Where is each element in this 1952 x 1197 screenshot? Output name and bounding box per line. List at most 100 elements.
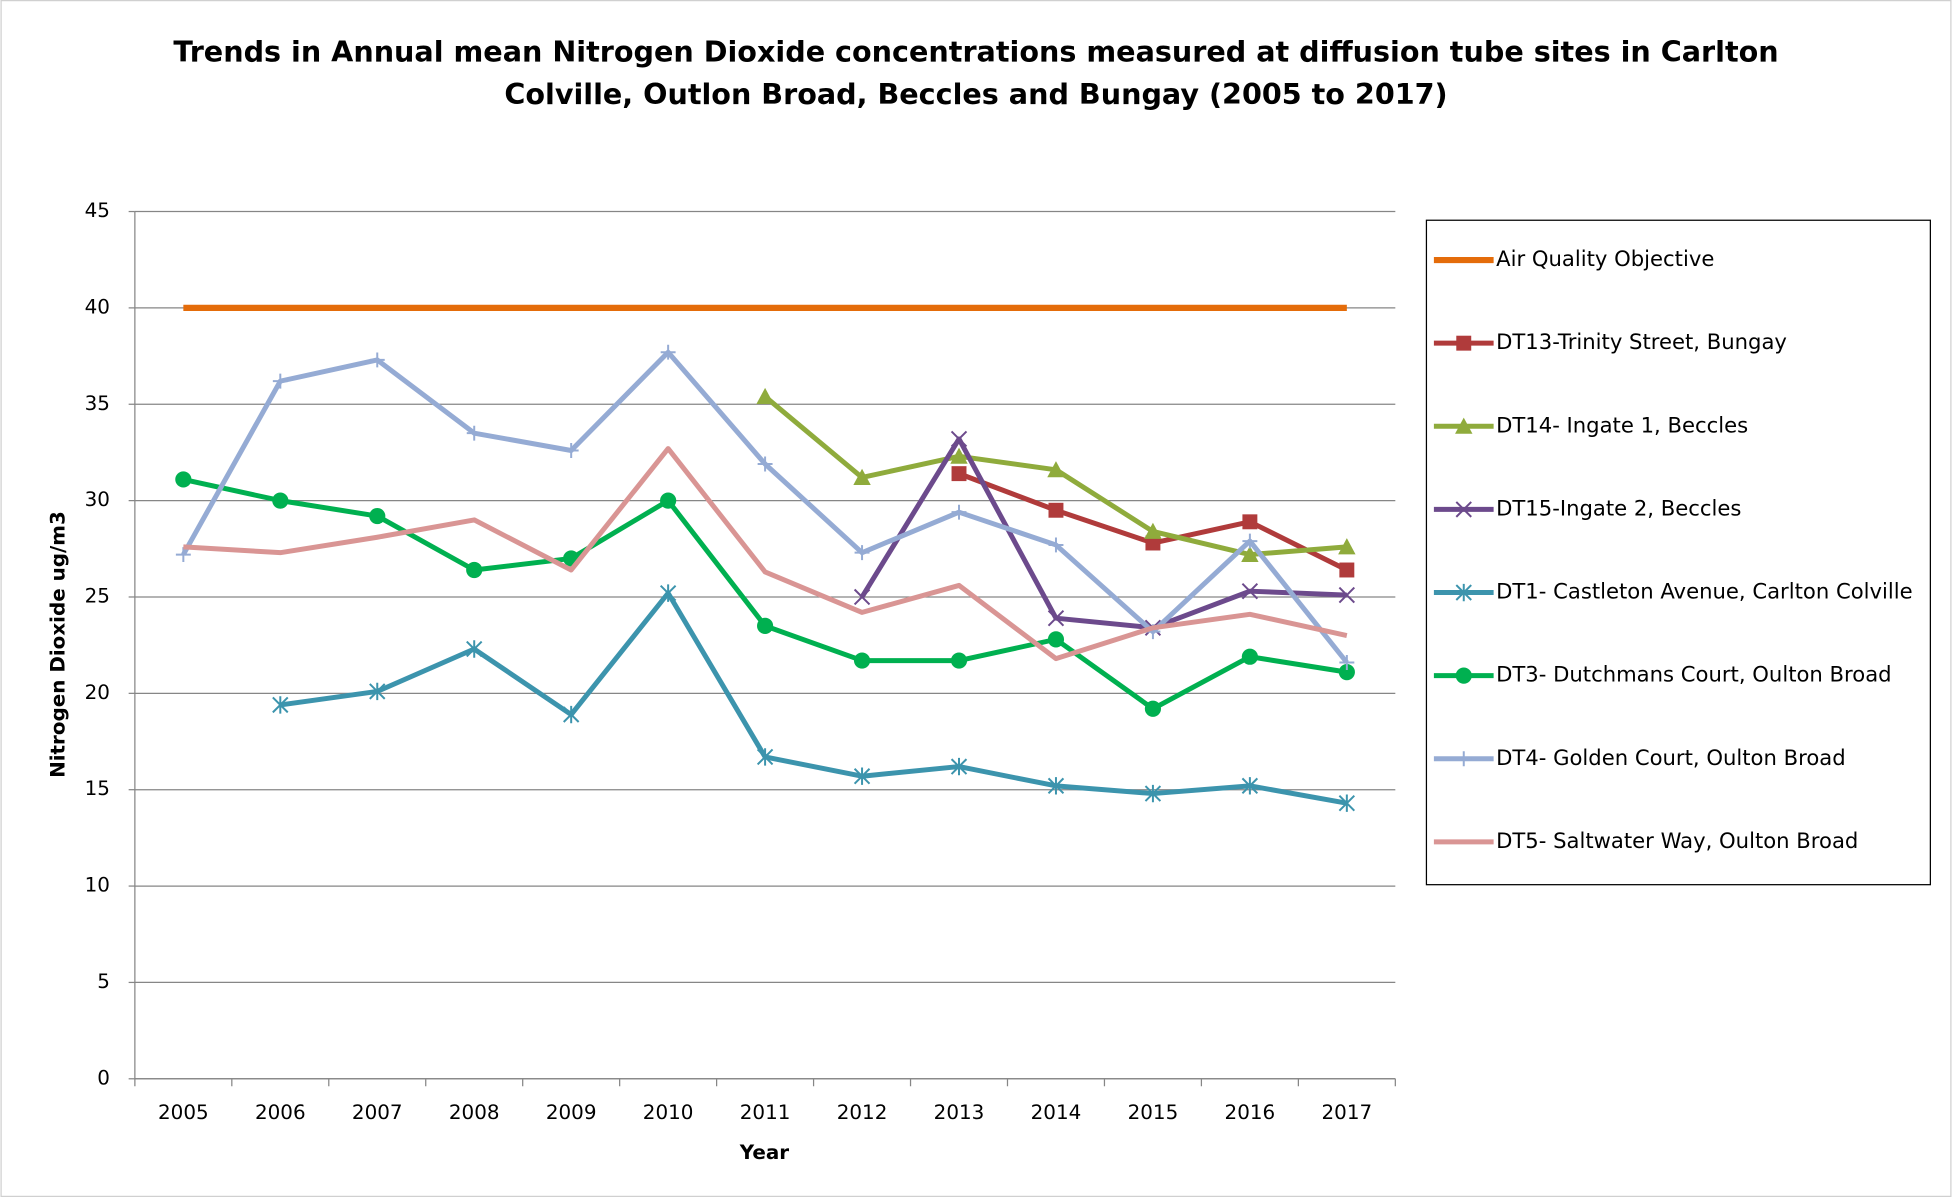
x-tick-label: 2017 <box>1322 1101 1373 1124</box>
marker-shape <box>1455 583 1472 602</box>
marker <box>369 682 386 701</box>
marker-shape <box>563 443 579 458</box>
marker <box>1455 583 1472 602</box>
marker-shape <box>950 757 968 776</box>
marker <box>1241 545 1259 563</box>
marker <box>853 652 871 669</box>
marker <box>1145 535 1161 551</box>
marker <box>1242 533 1258 549</box>
marker-shape <box>1338 664 1355 681</box>
marker-shape <box>272 696 289 714</box>
marker <box>1456 335 1472 351</box>
series-line <box>859 436 1347 631</box>
x-tick-label: 2012 <box>837 1101 888 1124</box>
x-tick-label: 2008 <box>449 1101 500 1124</box>
marker <box>563 705 580 724</box>
marker <box>951 504 967 520</box>
legend-box <box>1425 219 1931 886</box>
marker <box>272 492 289 509</box>
marker <box>1047 777 1065 795</box>
legend-label: DT5- Saltwater Way, Oulton Broad <box>1496 828 1858 853</box>
marker-shape <box>756 748 774 766</box>
marker-shape <box>950 652 968 669</box>
marker-shape <box>950 447 968 464</box>
marker-shape <box>563 705 580 724</box>
legend-label: DT15-Ingate 2, Beccles <box>1496 495 1741 520</box>
marker-shape <box>466 561 483 579</box>
marker-shape <box>1241 777 1259 795</box>
marker-shape <box>466 640 483 658</box>
marker-shape <box>369 682 386 701</box>
marker-shape <box>1144 700 1162 717</box>
marker <box>1144 700 1162 717</box>
x-tick-label: 2015 <box>1128 1101 1179 1124</box>
marker-shape <box>369 507 386 525</box>
marker-shape <box>175 471 192 488</box>
y-tick-label: 40 <box>85 295 110 318</box>
y-tick-label: 10 <box>85 874 110 897</box>
marker <box>1338 538 1356 555</box>
marker-shape <box>853 652 871 669</box>
marker <box>466 561 483 579</box>
marker-shape <box>1338 586 1356 604</box>
x-tick-label: 2013 <box>934 1101 985 1124</box>
marker <box>1338 794 1356 812</box>
marker <box>756 387 774 405</box>
marker <box>1455 667 1472 684</box>
marker-shape <box>853 588 871 606</box>
marker-shape <box>1339 562 1355 578</box>
marker <box>1047 610 1065 627</box>
marker-shape <box>756 387 774 405</box>
marker <box>757 456 773 472</box>
marker-shape <box>757 456 773 472</box>
y-tick-label: 35 <box>85 392 110 415</box>
x-tick-label: 2014 <box>1031 1101 1082 1124</box>
y-tick-label: 45 <box>85 199 110 222</box>
marker <box>1339 562 1355 578</box>
marker-shape <box>369 352 385 368</box>
marker-shape <box>1455 417 1473 434</box>
marker-shape <box>1047 631 1065 648</box>
marker <box>853 468 871 485</box>
marker <box>1456 751 1472 767</box>
x-tick-label: 2007 <box>352 1101 403 1124</box>
marker <box>1338 664 1355 681</box>
legend-label: Air Quality Objective <box>1496 246 1714 271</box>
marker <box>853 767 871 785</box>
legend-label: DT3- Dutchmans Court, Oulton Broad <box>1496 662 1891 687</box>
marker <box>1455 417 1473 434</box>
marker <box>757 617 774 634</box>
marker <box>659 584 677 602</box>
marker-shape <box>757 617 774 634</box>
x-axis-title: Year <box>739 1141 789 1164</box>
marker-shape <box>853 468 871 485</box>
marker-shape <box>854 545 870 561</box>
series-line <box>279 590 1348 806</box>
marker <box>1242 514 1258 530</box>
marker <box>1241 777 1259 795</box>
x-tick-label: 2010 <box>643 1101 694 1124</box>
y-tick-label: 20 <box>85 681 110 704</box>
marker-shape <box>951 504 967 520</box>
marker-shape <box>1241 545 1259 563</box>
marker-shape <box>1241 648 1258 665</box>
marker-shape <box>1145 535 1161 551</box>
legend-label: DT4- Golden Court, Oulton Broad <box>1496 745 1846 770</box>
x-tick-label: 2005 <box>158 1101 209 1124</box>
marker-shape <box>272 492 289 509</box>
y-axis-title: Nitrogen Dioxide ug/m3 <box>46 511 69 778</box>
marker <box>369 507 386 525</box>
marker-shape <box>1144 784 1162 803</box>
marker-shape <box>466 425 482 441</box>
marker <box>369 352 385 368</box>
marker <box>1241 648 1258 665</box>
marker-shape <box>1242 533 1258 549</box>
marker <box>950 757 968 776</box>
marker <box>1048 537 1064 553</box>
marker-shape <box>1456 751 1472 767</box>
x-tick-label: 2011 <box>740 1101 791 1124</box>
marker <box>1455 501 1472 518</box>
x-tick-label: 2009 <box>546 1101 597 1124</box>
marker <box>950 447 968 464</box>
